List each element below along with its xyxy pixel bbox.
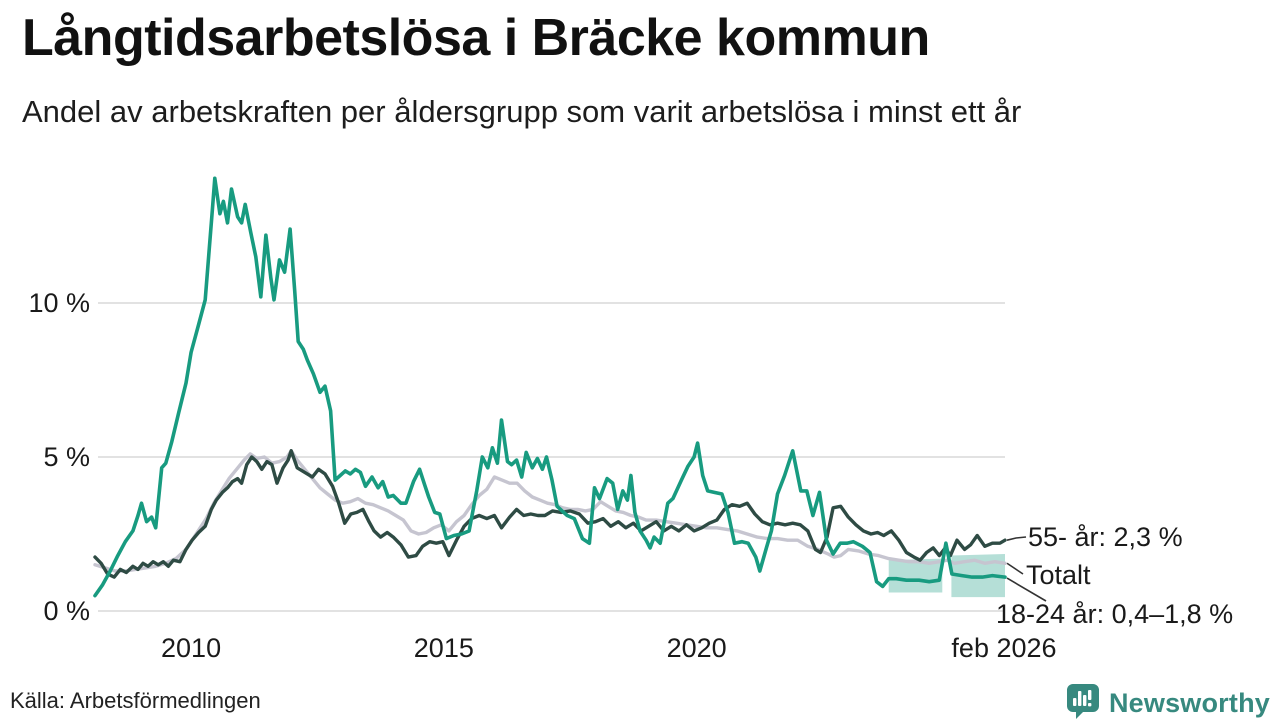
page-subtitle: Andel av arbetskraften per åldersgrupp s… [22,94,1022,129]
y-axis-tick-label: 5 % [43,442,90,472]
x-axis-tick-label: 2015 [414,633,474,663]
series-end-label: Totalt [1026,560,1091,590]
series-line-55-r [93,449,1007,579]
newsworthy-logo-icon [1065,682,1101,725]
x-axis-tick-label: 2020 [667,633,727,663]
series-line-18-24-r [93,176,1007,598]
annotation-leader-line [1006,536,1027,541]
page-title: Långtidsarbetslösa i Bräcke kommun [22,9,930,67]
newsworthy-logo: Newsworthy [1065,682,1270,725]
y-axis-tick-label: 10 % [28,288,90,318]
x-axis-tick-label: feb 2026 [951,633,1056,663]
series-end-label: 18-24 år: 0,4–1,8 % [996,599,1233,629]
series-end-label: 55- år: 2,3 % [1028,522,1183,552]
annotation-leader-line [1006,562,1024,575]
newsworthy-logo-text: Newsworthy [1108,688,1270,718]
series-line-totalt [93,449,1007,573]
x-axis-tick-label: 2010 [161,633,221,663]
y-axis-tick-label: 0 % [43,596,90,626]
annotation-leader-line [1006,577,1047,602]
uncertainty-band [888,558,943,593]
source-credit: Källa: Arbetsförmedlingen [10,688,261,713]
